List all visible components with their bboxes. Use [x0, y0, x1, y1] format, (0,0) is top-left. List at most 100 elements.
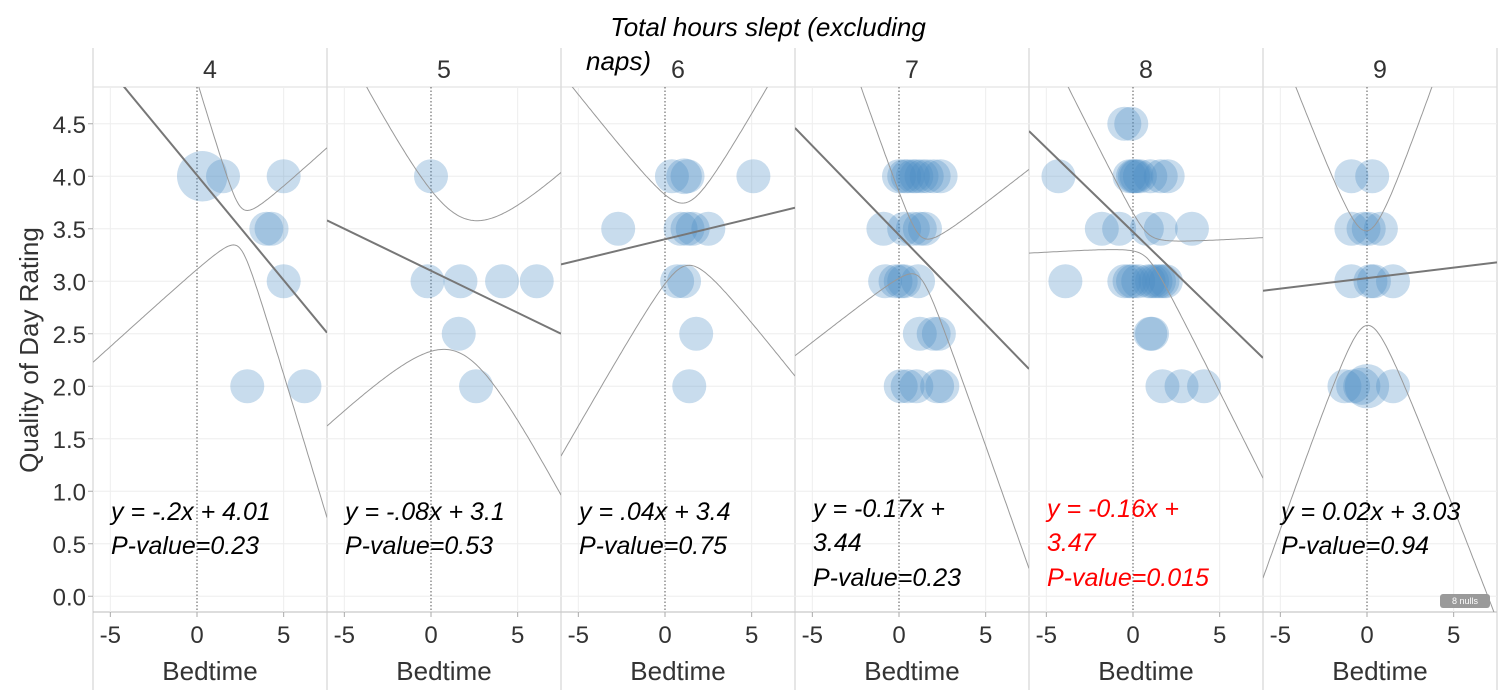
data-point[interactable] [1174, 211, 1209, 246]
data-point[interactable] [1344, 364, 1390, 409]
data-point[interactable] [667, 264, 702, 299]
data-point[interactable] [1351, 211, 1386, 246]
trend-line[interactable] [93, 49, 327, 334]
x-axis-title: Bedtime [864, 656, 959, 686]
data-point[interactable] [868, 264, 903, 299]
data-point[interactable] [1363, 211, 1398, 246]
data-point[interactable] [670, 211, 705, 246]
data-point[interactable] [654, 159, 689, 194]
data-point[interactable] [1346, 211, 1381, 246]
data-point[interactable] [1133, 316, 1168, 351]
data-point[interactable] [1112, 264, 1147, 299]
data-point[interactable] [1353, 264, 1388, 299]
data-point[interactable] [206, 159, 240, 194]
data-point[interactable] [441, 316, 476, 351]
data-point[interactable] [899, 159, 934, 194]
data-point[interactable] [920, 369, 955, 404]
data-point[interactable] [1135, 316, 1170, 351]
data-point[interactable] [1334, 264, 1369, 299]
trend-line[interactable] [561, 206, 795, 266]
data-point[interactable] [887, 211, 922, 246]
data-point[interactable] [249, 211, 284, 246]
data-point[interactable] [902, 316, 937, 351]
data-point[interactable] [414, 159, 448, 194]
data-point[interactable] [1121, 264, 1156, 299]
data-point[interactable] [1334, 159, 1369, 194]
data-point[interactable] [883, 264, 918, 299]
data-point[interactable] [266, 159, 301, 194]
data-point[interactable] [895, 159, 930, 194]
data-point[interactable] [1133, 159, 1168, 194]
data-point[interactable] [176, 151, 228, 202]
data-point[interactable] [1119, 159, 1154, 194]
data-point[interactable] [1116, 159, 1150, 194]
trend-line[interactable] [327, 219, 561, 335]
data-point[interactable] [1112, 159, 1147, 194]
data-point[interactable] [1122, 159, 1157, 194]
data-point[interactable] [519, 264, 554, 299]
data-point[interactable] [459, 369, 494, 404]
data-point[interactable] [443, 264, 478, 299]
data-point[interactable] [1148, 264, 1183, 299]
data-point[interactable] [890, 159, 925, 194]
data-point[interactable] [1343, 367, 1381, 405]
data-point[interactable] [1376, 264, 1410, 299]
data-point[interactable] [878, 264, 913, 299]
data-point[interactable] [1376, 369, 1410, 404]
data-point[interactable] [1048, 264, 1083, 299]
data-point[interactable] [916, 159, 951, 194]
data-point[interactable] [925, 369, 960, 404]
data-point[interactable] [1355, 159, 1390, 194]
data-point[interactable] [1102, 211, 1137, 246]
data-point[interactable] [666, 158, 702, 195]
data-point[interactable] [670, 159, 705, 194]
data-point[interactable] [660, 264, 695, 299]
data-point[interactable] [1135, 264, 1170, 299]
data-point[interactable] [1114, 106, 1149, 141]
data-point[interactable] [1143, 159, 1178, 194]
data-point[interactable] [1116, 264, 1150, 299]
data-point[interactable] [230, 369, 265, 404]
data-point[interactable] [904, 159, 939, 194]
trend-line[interactable] [1029, 130, 1263, 359]
data-point[interactable] [1084, 211, 1119, 246]
data-point[interactable] [1041, 159, 1076, 194]
data-point[interactable] [287, 369, 322, 404]
data-point[interactable] [679, 316, 714, 351]
data-point[interactable] [921, 316, 956, 351]
data-point[interactable] [901, 264, 936, 299]
data-point[interactable] [923, 159, 958, 194]
data-point[interactable] [909, 159, 944, 194]
data-point[interactable] [254, 211, 289, 246]
data-point[interactable] [866, 211, 901, 246]
data-point[interactable] [1334, 211, 1369, 246]
data-point[interactable] [1187, 369, 1222, 404]
data-point[interactable] [908, 211, 942, 246]
x-tick-label: 5 [1447, 622, 1460, 649]
trend-line[interactable] [795, 127, 1029, 370]
data-point[interactable] [1150, 159, 1185, 194]
data-point[interactable] [883, 369, 918, 404]
data-point[interactable] [1336, 369, 1371, 404]
data-point[interactable] [675, 211, 710, 246]
data-point[interactable] [736, 159, 771, 194]
trend-line[interactable] [1263, 261, 1497, 292]
data-point[interactable] [902, 211, 937, 246]
data-point[interactable] [1107, 264, 1142, 299]
data-point[interactable] [1107, 106, 1142, 141]
data-point[interactable] [1356, 264, 1391, 299]
nulls-badge[interactable]: 8 nulls [1440, 594, 1490, 608]
data-point[interactable] [890, 369, 925, 404]
data-point[interactable] [887, 264, 922, 299]
data-point[interactable] [899, 369, 934, 404]
data-point[interactable] [1138, 264, 1173, 299]
data-point[interactable] [485, 264, 520, 299]
data-point[interactable] [887, 159, 922, 194]
data-point[interactable] [601, 211, 636, 246]
data-point[interactable] [1164, 369, 1199, 404]
data-point[interactable] [1131, 264, 1166, 299]
data-point[interactable] [1117, 159, 1152, 194]
data-point[interactable] [1145, 369, 1180, 404]
data-point[interactable] [672, 369, 707, 404]
equation-label: y = .04x + 3.4 [577, 498, 731, 526]
